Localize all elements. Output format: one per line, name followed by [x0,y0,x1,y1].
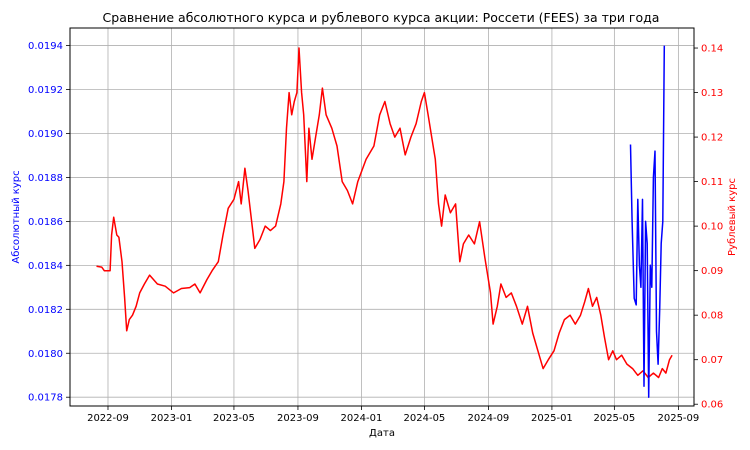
y-right-tick-label: 0.06 [701,400,723,411]
y-left-tick-label: 0.0188 [28,173,63,184]
series-line-ruble [97,48,673,378]
y-right-tick-label: 0.14 [701,44,723,55]
x-axis: 2022-09 2023-01 2023-05 2023-09 2024-01 2024-… [87,406,699,424]
x-tick-label: 2023-01 [151,413,193,424]
plot-frame [70,28,694,406]
y-left-tick-label: 0.0194 [28,41,63,52]
y-right-tick-label: 0.10 [701,222,723,233]
y-axis-right-label: Рублевый курс [727,178,738,256]
x-tick-label: 2025-01 [531,413,573,424]
x-axis-label: Дата [369,428,395,439]
y-left-tick-label: 0.0186 [28,217,63,228]
x-tick-label: 2024-09 [468,413,510,424]
y-right-tick-label: 0.08 [701,311,723,322]
y-left-tick-label: 0.0192 [28,85,63,96]
y-right-tick-label: 0.13 [701,88,723,99]
x-tick-label: 2025-09 [657,413,699,424]
y-right-tick-label: 0.11 [701,177,723,188]
y-right-tick-label: 0.12 [701,133,723,144]
x-tick-label: 2023-05 [213,413,255,424]
y-left-tick-label: 0.0184 [28,261,63,272]
y-axis-right: 0.06 0.07 0.08 0.09 0.10 0.11 0.12 0.13 0.14 [694,44,723,411]
y-right-tick-label: 0.07 [701,355,723,366]
grid [70,28,694,406]
y-left-tick-label: 0.0182 [28,305,63,316]
y-left-tick-label: 0.0178 [28,393,63,404]
y-left-tick-label: 0.0190 [28,129,63,140]
x-tick-label: 2023-09 [277,413,319,424]
y-axis-left: 0.0178 0.0180 0.0182 0.0184 0.0186 0.0188 0.01… [28,41,70,404]
x-tick-label: 2025-05 [593,413,635,424]
chart-title: Сравнение абсолютного курса и рублевого … [103,10,660,25]
x-tick-label: 2024-05 [404,413,446,424]
x-tick-label: 2022-09 [87,413,129,424]
x-tick-label: 2024-01 [341,413,383,424]
y-right-tick-label: 0.09 [701,266,723,277]
y-left-tick-label: 0.0180 [28,349,63,360]
y-axis-left-label: Абсолютный курс [11,170,22,263]
